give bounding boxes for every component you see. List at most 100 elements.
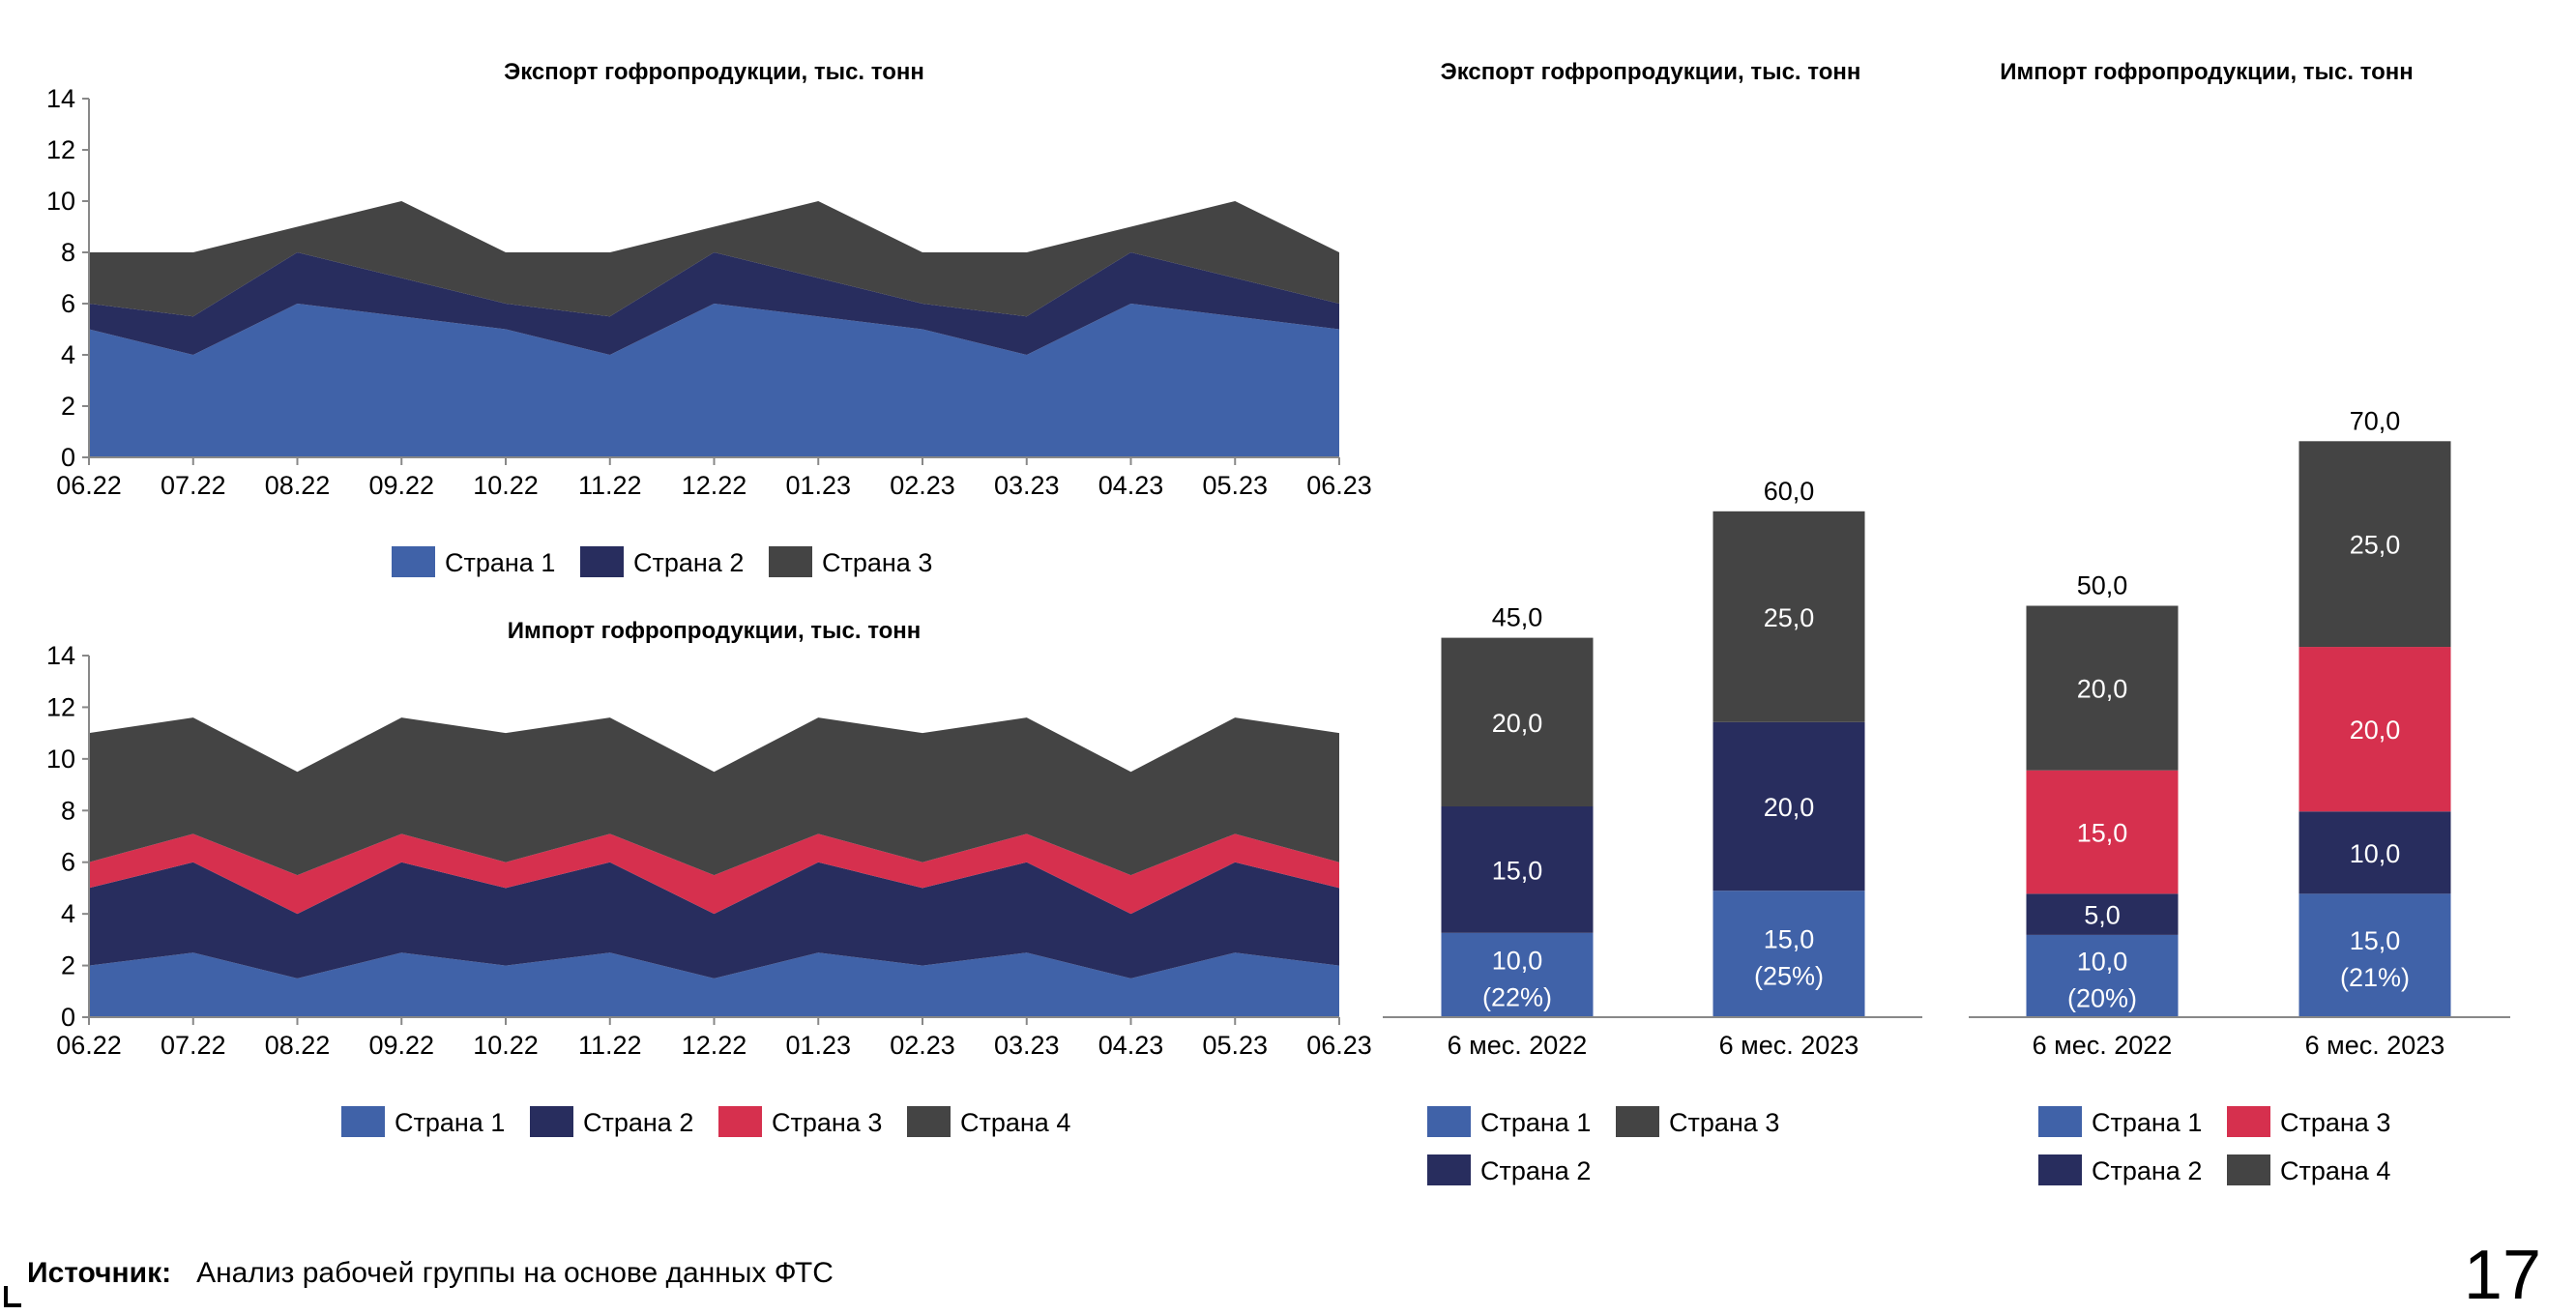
legend-label-1: Страна 1 <box>395 1108 505 1137</box>
x-tick-label: 11.22 <box>578 471 642 500</box>
bar-share-label: (20%) <box>2067 983 2137 1012</box>
legend-label-1: Страна 1 <box>2092 1108 2202 1137</box>
category-label: 6 мес. 2022 <box>2033 1031 2173 1060</box>
x-tick-label: 03.23 <box>994 471 1060 500</box>
bar-value-label: 15,0 <box>2350 926 2401 955</box>
bar-segment-3 <box>1441 637 1594 806</box>
bar-value-label: 15,0 <box>1492 856 1543 885</box>
legend-label-3: Страна 3 <box>2280 1108 2390 1137</box>
y-tick-label: 10 <box>46 745 75 774</box>
bar-segment-1 <box>1441 932 1594 1017</box>
x-tick-label: 06.22 <box>56 1031 122 1060</box>
bar-value-label: 15,0 <box>1764 925 1815 954</box>
chart-title: Импорт гофропродукции, тыс. тонн <box>508 618 922 644</box>
legend-swatch-2 <box>530 1106 573 1137</box>
bar-segment-3 <box>1712 511 1865 722</box>
legend-swatch-1 <box>341 1106 385 1137</box>
legend-swatch-4 <box>2227 1154 2270 1185</box>
bar-segment-1 <box>2298 893 2451 1017</box>
bar-segment-2 <box>2298 811 2451 894</box>
legend-swatch-3 <box>2227 1106 2270 1137</box>
x-tick-label: 04.23 <box>1098 471 1164 500</box>
legend-swatch-1 <box>392 546 435 577</box>
legend-label-1: Страна 1 <box>1480 1108 1591 1137</box>
bar-segment-4 <box>2026 605 2179 771</box>
bar-share-label: (22%) <box>1482 982 1552 1011</box>
bar-total-label: 50,0 <box>2077 571 2128 600</box>
bar-segment-2 <box>1441 806 1594 933</box>
x-tick-label: 09.22 <box>368 471 434 500</box>
legend-swatch-3 <box>769 546 812 577</box>
area-series-4 <box>89 717 1339 876</box>
bar-value-label: 10,0 <box>1492 946 1543 975</box>
category-label: 6 мес. 2023 <box>2305 1031 2445 1060</box>
legend-swatch-2 <box>1427 1154 1471 1185</box>
y-tick-label: 6 <box>61 848 75 877</box>
legend-label-2: Страна 2 <box>1480 1156 1591 1185</box>
export-bar-chart: Экспорт гофропродукции, тыс. тонн 10,0 (22… <box>1383 59 1922 1185</box>
source-footnote: Источник: Анализ рабочей группы на основе… <box>27 1257 834 1290</box>
y-tick-label: 12 <box>46 135 75 164</box>
x-tick-label: 06.22 <box>56 471 122 500</box>
bar-segment-2 <box>2026 893 2179 935</box>
source-text: Анализ рабочей группы на основе данных Ф… <box>196 1257 834 1289</box>
area-series-3 <box>89 833 1339 915</box>
bar-segment-1 <box>2026 934 2179 1017</box>
y-tick-label: 12 <box>46 692 75 721</box>
legend-label-3: Страна 3 <box>772 1108 882 1137</box>
bar-value-label: 20,0 <box>1764 793 1815 822</box>
x-tick-label: 12.22 <box>682 471 747 500</box>
category-label: 6 мес. 2022 <box>1448 1031 1588 1060</box>
y-tick-label: 8 <box>61 796 75 825</box>
legend-label-2: Страна 2 <box>2092 1156 2202 1185</box>
legend-label-2: Страна 2 <box>633 548 744 577</box>
bar-segment-1 <box>1712 891 1865 1017</box>
y-tick-label: 0 <box>61 1003 75 1032</box>
bar-value-label: 20,0 <box>2350 716 2401 745</box>
legend-swatch-4 <box>907 1106 951 1137</box>
bar-segment-3 <box>2298 647 2451 812</box>
y-tick-label: 14 <box>46 641 75 670</box>
legend-label-4: Страна 4 <box>960 1108 1070 1137</box>
legend-swatch-1 <box>1427 1106 1471 1137</box>
import-area-chart: Импорт гофропродукции, тыс. тонн 0 2 4 6 8 10 1… <box>46 618 1372 1137</box>
bar-segment-3 <box>2026 770 2179 894</box>
page-number: 17 <box>2463 1237 2541 1314</box>
x-tick-label: 08.22 <box>265 1031 331 1060</box>
chart-title: Экспорт гофропродукции, тыс. тонн <box>1441 59 1861 85</box>
x-tick-label: 04.23 <box>1098 1031 1164 1060</box>
x-tick-label: 09.22 <box>368 1031 434 1060</box>
x-tick-label: 06.23 <box>1306 1031 1372 1060</box>
bar-value-label: 10,0 <box>2350 839 2401 868</box>
legend-swatch-2 <box>580 546 624 577</box>
legend-swatch-2 <box>2038 1154 2082 1185</box>
export-area-chart: Экспорт гофропродукции, тыс. тонн 0 2 4 6 8 10… <box>46 59 1372 577</box>
legend-swatch-3 <box>1616 1106 1659 1137</box>
bar-value-label: 20,0 <box>2077 675 2128 704</box>
area-series-1 <box>89 304 1339 457</box>
legend-label-4: Страна 4 <box>2280 1156 2390 1185</box>
bar-value-label: 10,0 <box>2077 947 2128 976</box>
bar-total-label: 70,0 <box>2350 406 2401 435</box>
bar-segment-2 <box>1712 721 1865 891</box>
x-tick-label: 07.22 <box>161 471 226 500</box>
bar-share-label: (21%) <box>2340 963 2410 992</box>
x-tick-label: 03.23 <box>994 1031 1060 1060</box>
x-tick-label: 01.23 <box>785 471 851 500</box>
x-tick-label: 11.22 <box>578 1031 642 1060</box>
chart-title: Экспорт гофропродукции, тыс. тонн <box>504 59 924 85</box>
chart-title: Импорт гофропродукции, тыс. тонн <box>2000 59 2414 85</box>
x-tick-label: 05.23 <box>1202 471 1268 500</box>
y-tick-label: 4 <box>61 899 75 928</box>
area-series-1 <box>89 952 1339 1017</box>
x-tick-label: 01.23 <box>785 1031 851 1060</box>
source-label: Источник: <box>27 1257 172 1289</box>
corner-mark <box>4 1286 21 1307</box>
x-tick-label: 06.23 <box>1306 471 1372 500</box>
bar-value-label: 25,0 <box>2350 531 2401 560</box>
y-tick-label: 0 <box>61 443 75 472</box>
y-tick-label: 4 <box>61 340 75 369</box>
bar-total-label: 60,0 <box>1764 477 1815 506</box>
y-tick-label: 14 <box>46 84 75 113</box>
